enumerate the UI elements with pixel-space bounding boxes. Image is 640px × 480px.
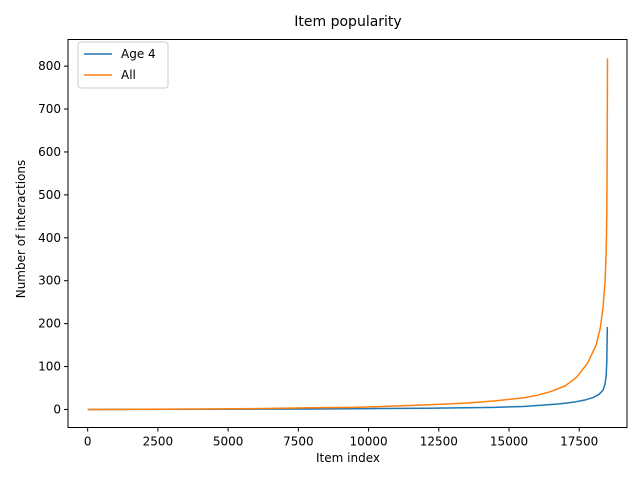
x-tick-label: 17500: [560, 435, 598, 449]
x-tick-label: 15000: [490, 435, 528, 449]
x-tick-label: 7500: [283, 435, 314, 449]
y-axis-label: Number of interactions: [14, 160, 28, 299]
y-tick-label: 300: [38, 274, 61, 288]
y-tick-label: 800: [38, 59, 61, 73]
series-line-age-4: [87, 327, 609, 411]
y-axis: 0 100 200 300 400 500 600 700 800: [38, 59, 68, 416]
x-tick-label: 2500: [143, 435, 174, 449]
x-axis-label: Item index: [316, 451, 380, 465]
plot-area: [87, 58, 609, 411]
series-line-all: [87, 58, 609, 411]
x-tick-label: 0: [84, 435, 92, 449]
legend-label: All: [121, 68, 136, 82]
axes-frame: [67, 39, 628, 428]
y-tick-label: 400: [38, 231, 61, 245]
x-axis: 0 2500 5000 7500 10000 12500 15000 17500: [84, 427, 598, 449]
x-tick-label: 10000: [349, 435, 387, 449]
chart-title: Item popularity: [294, 14, 401, 30]
y-tick-label: 100: [38, 360, 61, 374]
x-tick-label: 5000: [213, 435, 244, 449]
y-tick-label: 0: [53, 402, 61, 416]
legend-label: Age 4: [121, 47, 156, 61]
legend: Age 4 All: [77, 41, 169, 89]
y-tick-label: 600: [38, 145, 61, 159]
y-tick-label: 700: [38, 102, 61, 116]
y-tick-label: 500: [38, 188, 61, 202]
y-tick-label: 200: [38, 317, 61, 331]
x-tick-label: 12500: [420, 435, 458, 449]
